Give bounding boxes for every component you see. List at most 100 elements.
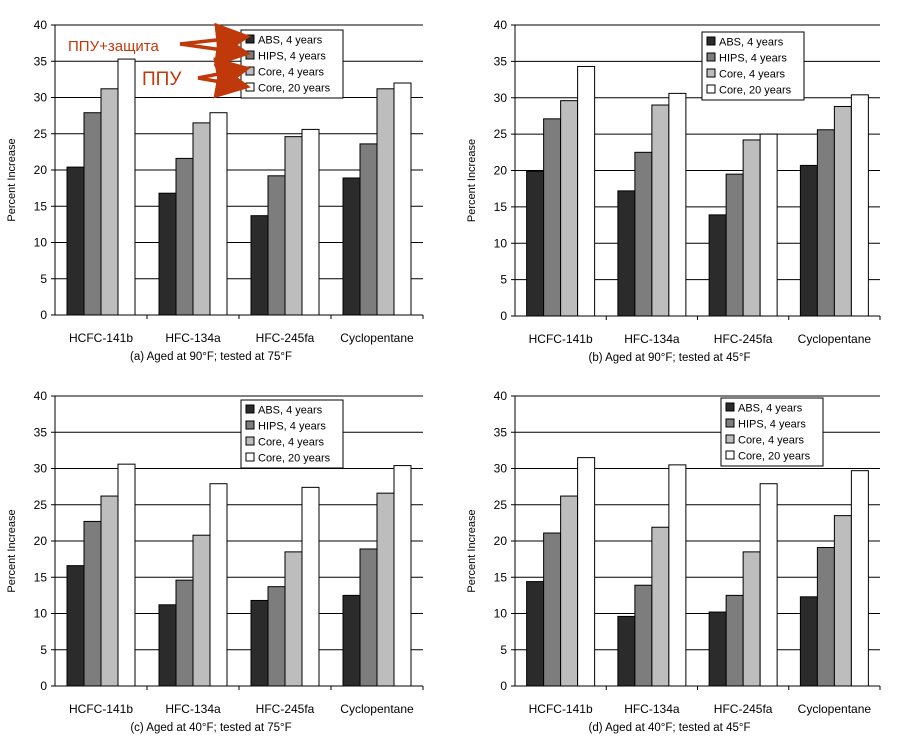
y-axis-label: Percent Increase bbox=[6, 509, 18, 592]
legend-swatch bbox=[706, 84, 716, 94]
bar-core-4-years-hfc-245fa bbox=[742, 551, 761, 687]
panel-1: 0 5 10 15 20 25 30 35 40 Percent Increase HCFC-141… bbox=[6, 18, 424, 363]
bar-core-20-years-hfc-134a bbox=[668, 464, 687, 687]
y-tick-label: 40 bbox=[494, 389, 508, 403]
y-tick-label: 15 bbox=[34, 570, 48, 584]
y-tick-label: 20 bbox=[494, 534, 508, 548]
y-tick-label: 30 bbox=[34, 91, 48, 105]
y-tick-label: 0 bbox=[500, 309, 507, 323]
x-tick-label: HFC-245fa bbox=[714, 332, 773, 346]
y-axis-label: Percent Increase bbox=[466, 509, 478, 592]
legend-entry: Core, 4 years bbox=[719, 69, 786, 81]
bar-abs-4-years-hfc-134a bbox=[158, 192, 177, 316]
bar-core-4-years-cyclopentane bbox=[376, 88, 395, 316]
bar-hips-4-years-hcfc-141b bbox=[83, 520, 102, 687]
legend-entry: HIPS, 4 years bbox=[258, 51, 326, 63]
legend-entry: Core, 4 years bbox=[258, 67, 325, 79]
annotation-label-ppu-protection: ППУ+защита bbox=[68, 38, 159, 55]
legend-swatch bbox=[725, 434, 735, 444]
chart-caption: (b) Aged at 90°F; tested at 45°F bbox=[589, 352, 751, 364]
y-tick-label: 25 bbox=[494, 127, 508, 141]
y-tick-label: 5 bbox=[40, 272, 47, 286]
annotation-arrow bbox=[197, 57, 251, 92]
y-tick-label: 10 bbox=[34, 236, 48, 250]
bar-abs-4-years-hfc-134a bbox=[617, 190, 636, 317]
legend-entry: ABS, 4 years bbox=[738, 403, 803, 415]
legend-swatch bbox=[245, 82, 255, 92]
bar-core-4-years-cyclopentane bbox=[833, 515, 852, 687]
bar-abs-4-years-hfc-245fa bbox=[250, 215, 269, 316]
chart-caption: (c) Aged at 40°F; tested at 75°F bbox=[130, 722, 291, 734]
y-tick-label: 25 bbox=[34, 127, 48, 141]
x-tick-label: HFC-245fa bbox=[256, 331, 315, 345]
y-tick-label: 40 bbox=[494, 18, 508, 32]
y-tick-label: 0 bbox=[40, 679, 47, 693]
bar-hips-4-years-hfc-245fa bbox=[267, 586, 286, 687]
x-tick-label: HCFC-141b bbox=[69, 331, 133, 345]
y-tick-label: 20 bbox=[34, 534, 48, 548]
bar-core-4-years-cyclopentane bbox=[376, 492, 395, 687]
chart-caption: (a) Aged at 90°F; tested at 75°F bbox=[130, 351, 292, 363]
bar-core-20-years-hfc-134a bbox=[668, 92, 687, 317]
bar-hips-4-years-hfc-134a bbox=[175, 157, 194, 316]
legend-box bbox=[720, 397, 824, 467]
y-axis-label: Percent Increase bbox=[6, 138, 18, 221]
legend-swatch bbox=[245, 436, 255, 446]
x-tick-label: HCFC-141b bbox=[69, 702, 133, 716]
bar-core-20-years-hfc-134a bbox=[209, 112, 228, 316]
legend-swatch bbox=[725, 418, 735, 428]
y-tick-label: 5 bbox=[40, 643, 47, 657]
x-tick-label: HFC-134a bbox=[624, 332, 680, 346]
y-tick-label: 5 bbox=[500, 273, 507, 287]
bar-hips-4-years-hfc-245fa bbox=[267, 175, 286, 316]
y-tick-label: 15 bbox=[494, 200, 508, 214]
y-tick-label: 10 bbox=[494, 607, 508, 621]
x-tick-label: HFC-134a bbox=[624, 702, 680, 716]
x-tick-label: Cyclopentane bbox=[340, 702, 414, 716]
y-tick-label: 35 bbox=[34, 54, 48, 68]
legend-swatch bbox=[245, 34, 255, 44]
x-tick-label: HFC-134a bbox=[165, 331, 221, 345]
y-tick-label: 0 bbox=[40, 308, 47, 322]
legend-entry: Core, 20 years bbox=[719, 85, 792, 97]
bar-core-4-years-hcfc-141b bbox=[560, 100, 579, 317]
y-tick-label: 35 bbox=[34, 425, 48, 439]
bar-core-4-years-hcfc-141b bbox=[560, 495, 579, 687]
bar-hips-4-years-hfc-134a bbox=[175, 579, 194, 687]
legend-entry: Core, 20 years bbox=[738, 451, 811, 463]
bar-core-20-years-hcfc-141b bbox=[577, 457, 596, 687]
bar-core-4-years-hfc-134a bbox=[651, 526, 670, 687]
legend-entry: Core, 4 years bbox=[738, 435, 805, 447]
legend-swatch bbox=[245, 66, 255, 76]
panel-2: 0 5 10 15 20 25 30 35 40 Percent Increase HCFC-141… bbox=[466, 18, 881, 364]
bar-core-20-years-cyclopentane bbox=[393, 82, 412, 316]
y-tick-label: 35 bbox=[494, 425, 508, 439]
legend-swatch bbox=[245, 404, 255, 414]
bar-core-20-years-hcfc-141b bbox=[117, 58, 136, 316]
legend-entry: HIPS, 4 years bbox=[719, 53, 787, 65]
bar-hips-4-years-cyclopentane bbox=[816, 129, 835, 317]
bar-core-4-years-hfc-245fa bbox=[284, 136, 303, 316]
bar-hips-4-years-hcfc-141b bbox=[83, 112, 102, 316]
y-tick-label: 5 bbox=[500, 643, 507, 657]
bar-abs-4-years-hfc-134a bbox=[617, 615, 636, 687]
bar-abs-4-years-hcfc-141b bbox=[66, 166, 85, 316]
legend-swatch bbox=[245, 452, 255, 462]
y-tick-label: 40 bbox=[34, 18, 48, 32]
bar-abs-4-years-cyclopentane bbox=[799, 596, 818, 687]
bar-hips-4-years-hfc-245fa bbox=[725, 594, 744, 687]
bar-hips-4-years-hcfc-141b bbox=[543, 532, 562, 687]
y-tick-label: 0 bbox=[500, 679, 507, 693]
bar-core-20-years-hfc-245fa bbox=[759, 483, 778, 687]
bar-abs-4-years-cyclopentane bbox=[342, 594, 361, 687]
bar-hips-4-years-cyclopentane bbox=[359, 143, 378, 316]
annotation-label-ppu: ППУ bbox=[142, 69, 182, 90]
x-tick-label: HCFC-141b bbox=[529, 332, 593, 346]
y-tick-label: 15 bbox=[34, 199, 48, 213]
x-tick-label: Cyclopentane bbox=[798, 332, 872, 346]
bar-core-4-years-cyclopentane bbox=[833, 105, 852, 317]
bar-abs-4-years-hcfc-141b bbox=[526, 170, 545, 317]
bar-core-20-years-hfc-245fa bbox=[301, 486, 320, 687]
legend-swatch bbox=[725, 402, 735, 412]
